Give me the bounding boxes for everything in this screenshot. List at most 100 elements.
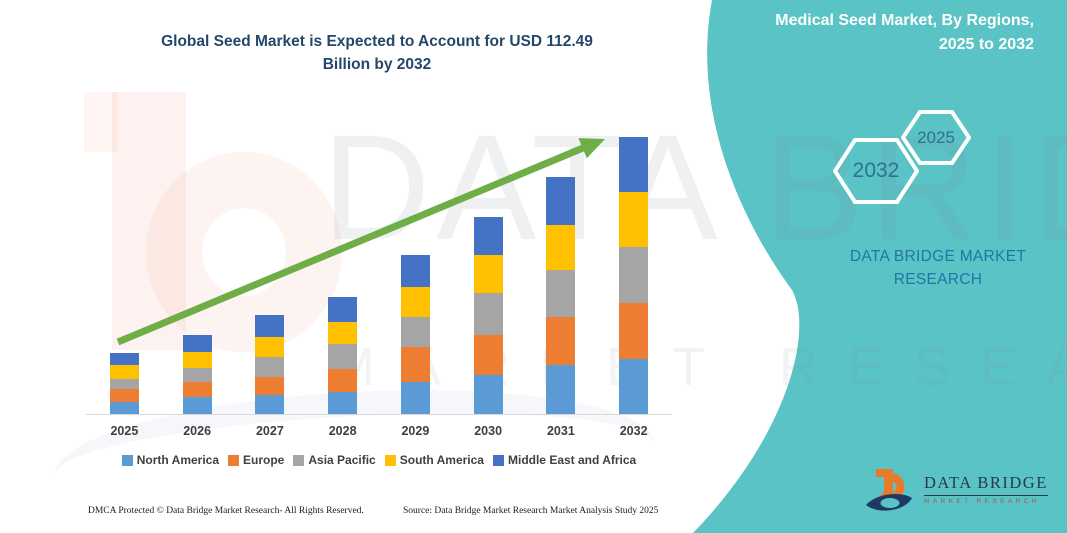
stacked-bar-2026 <box>182 334 212 415</box>
source-note: Source: Data Bridge Market Research Mark… <box>403 506 659 516</box>
data-bridge-logo-text: DATA BRIDGE MARKET RESEARCH <box>924 473 1048 505</box>
bar-segment-asia-pacific <box>182 368 212 382</box>
bar-segment-north-america <box>109 401 139 415</box>
side-panel-brand-line2: RESEARCH <box>893 271 983 288</box>
bar-segment-europe <box>546 316 576 366</box>
chart-title-line1: Global Seed Market is Expected to Accoun… <box>161 33 593 50</box>
bar-segment-north-america <box>182 397 212 415</box>
bar-segment-middle-east-and-africa <box>182 334 212 352</box>
x-axis-label-2030: 2030 <box>474 424 503 438</box>
bar-segment-south-america <box>109 365 139 380</box>
bar-segment-europe <box>473 335 503 375</box>
bar-segment-asia-pacific <box>473 293 503 335</box>
bar-segment-middle-east-and-africa <box>546 177 576 226</box>
bar-2031 <box>525 177 598 415</box>
legend-swatch-icon <box>228 454 240 466</box>
hexagon-outline-icon <box>900 110 972 165</box>
stacked-bar-2031 <box>546 177 576 415</box>
legend-label: North America <box>136 453 220 467</box>
stacked-bar-2032 <box>619 136 649 415</box>
x-axis-labels: 2025 2026 2027 2028 2029 2030 2031 2032 <box>88 424 670 438</box>
bar-segment-middle-east-and-africa <box>255 315 285 337</box>
data-bridge-logo-icon <box>866 469 912 511</box>
side-panel-brand-line1: DATA BRIDGE MARKET <box>849 248 1027 265</box>
hexagon-2032-label: 2032 <box>852 159 900 182</box>
legend-swatch-icon <box>121 454 133 466</box>
chart-title-line2: Billion by 2032 <box>322 56 432 73</box>
bar-segment-europe <box>255 376 285 395</box>
bar-segment-middle-east-and-africa <box>400 255 430 288</box>
x-axis-label-2027: 2027 <box>255 424 284 438</box>
hexagon-2032: 2032 <box>832 137 920 205</box>
bar-segment-europe <box>619 302 649 360</box>
x-axis-label-2029: 2029 <box>401 424 430 438</box>
bar-segment-middle-east-and-africa <box>109 353 139 366</box>
bar-segment-north-america <box>619 359 649 415</box>
legend-swatch-icon <box>384 454 396 466</box>
watermark-text: MARKET RESEARCH <box>330 337 1067 397</box>
stacked-bar-2027 <box>255 315 285 415</box>
bar-segment-asia-pacific <box>619 247 649 303</box>
bar-segment-south-america <box>473 254 503 294</box>
stacked-bar-2028 <box>328 296 358 415</box>
logo-name: DATA BRIDGE <box>924 473 1048 496</box>
side-panel-brand: DATA BRIDGE MARKET RESEARCH <box>838 245 1038 291</box>
x-axis-label-2031: 2031 <box>546 424 575 438</box>
legend-item-europe: Europe <box>228 453 284 467</box>
bar-segment-south-america <box>619 191 649 248</box>
bar-2025 <box>88 353 161 415</box>
side-panel-heading-line1: Medical Seed Market, By Regions, <box>775 12 1034 29</box>
bar-2026 <box>161 334 234 415</box>
chart-legend: North America Europe Asia Pacific South Ame… <box>70 453 688 467</box>
bar-segment-europe <box>109 389 139 402</box>
bar-segment-europe <box>328 368 358 392</box>
bar-segment-south-america <box>182 351 212 369</box>
data-bridge-logo: DATA BRIDGE MARKET RESEARCH <box>862 462 1048 516</box>
x-axis-label-2026: 2026 <box>183 424 212 438</box>
bar-segment-middle-east-and-africa <box>328 296 358 322</box>
bar-2030 <box>452 216 525 415</box>
legend-label: Asia Pacific <box>308 453 376 467</box>
side-panel-heading: Medical Seed Market, By Regions, 2025 to… <box>724 9 1034 57</box>
bar-segment-north-america <box>328 391 358 415</box>
legend-item-asia-pacific: Asia Pacific <box>293 453 376 467</box>
bar-segment-europe <box>182 381 212 398</box>
bar-segment-middle-east-and-africa <box>619 136 649 192</box>
legend-swatch-icon <box>293 454 305 466</box>
chart-title: Global Seed Market is Expected to Accoun… <box>88 30 666 76</box>
bar-segment-north-america <box>400 381 430 415</box>
legend-label: Europe <box>243 453 285 467</box>
stacked-bar-2025 <box>109 353 139 415</box>
bar-2029 <box>379 255 452 415</box>
legend-item-north-america: North America <box>121 453 220 467</box>
x-axis-label-2025: 2025 <box>110 424 139 438</box>
hexagon-2025-label: 2025 <box>917 127 955 147</box>
bar-segment-north-america <box>473 375 503 415</box>
bar-segment-south-america <box>328 321 358 344</box>
hexagon-2025: 2025 <box>900 109 972 166</box>
x-axis-label-2028: 2028 <box>328 424 357 438</box>
dmca-notice: DMCA Protected © Data Bridge Market Rese… <box>88 506 364 516</box>
bar-segment-middle-east-and-africa <box>473 216 503 255</box>
legend-label: Middle East and Africa <box>507 453 637 467</box>
x-axis-label-2032: 2032 <box>619 424 648 438</box>
watermark-logo-shape <box>84 92 118 152</box>
legend-item-south-america: South America <box>384 453 484 467</box>
bar-segment-south-america <box>400 287 430 317</box>
x-axis-line <box>86 414 672 415</box>
legend-label: South America <box>399 453 484 467</box>
bar-segment-north-america <box>255 395 285 415</box>
bar-2027 <box>234 315 307 415</box>
bar-segment-asia-pacific <box>546 270 576 317</box>
bar-2028 <box>306 296 379 415</box>
side-panel-heading-line2: 2025 to 2032 <box>938 36 1034 53</box>
bar-segment-south-america <box>546 225 576 271</box>
logo-subtext: MARKET RESEARCH <box>924 498 1040 505</box>
bar-segment-asia-pacific <box>328 343 358 369</box>
bar-segment-south-america <box>255 336 285 357</box>
bar-segment-asia-pacific <box>400 316 430 347</box>
stacked-bar-plot <box>88 136 670 415</box>
bar-segment-asia-pacific <box>109 379 139 390</box>
